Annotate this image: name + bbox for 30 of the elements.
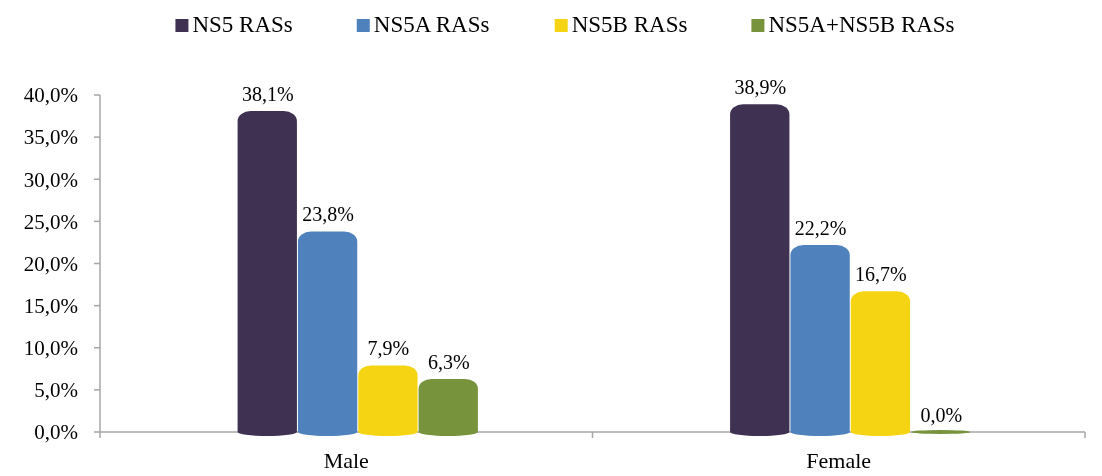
bar [297, 231, 358, 436]
data-label: 23,8% [302, 203, 354, 226]
y-tick-label: 0,0% [34, 420, 78, 445]
y-tick-label: 35,0% [23, 125, 78, 150]
y-tick-label: 20,0% [23, 251, 78, 276]
data-label: 38,1% [241, 83, 294, 106]
y-tick-label: 10,0% [23, 336, 78, 361]
data-label: 16,7% [855, 263, 907, 286]
legend-label: NS5A+NS5B RASs [768, 12, 955, 37]
y-tick-label: 30,0% [23, 167, 78, 192]
bar [237, 111, 297, 436]
x-tick-label: Female [806, 448, 872, 473]
bar [358, 365, 418, 436]
legend-label: NS5B RASs [571, 12, 688, 37]
y-tick-label: 5,0% [34, 378, 78, 403]
bar [418, 378, 478, 436]
bar [730, 104, 790, 436]
legend-label: NS5 RASs [192, 12, 293, 37]
data-label: 7,9% [367, 337, 410, 360]
y-tick-label: 25,0% [23, 209, 78, 234]
data-label: 0,0% [920, 404, 963, 426]
y-tick-label: 40,0% [23, 83, 78, 108]
bar [790, 244, 850, 436]
data-label: 22,2% [794, 216, 847, 239]
x-tick-label: Male [323, 448, 369, 473]
data-label: 38,9% [734, 76, 787, 99]
data-label: 6,3% [427, 350, 470, 373]
y-tick-label: 15,0% [23, 293, 78, 318]
legend-label: NS5A RASs [373, 12, 490, 37]
bar [850, 291, 911, 436]
